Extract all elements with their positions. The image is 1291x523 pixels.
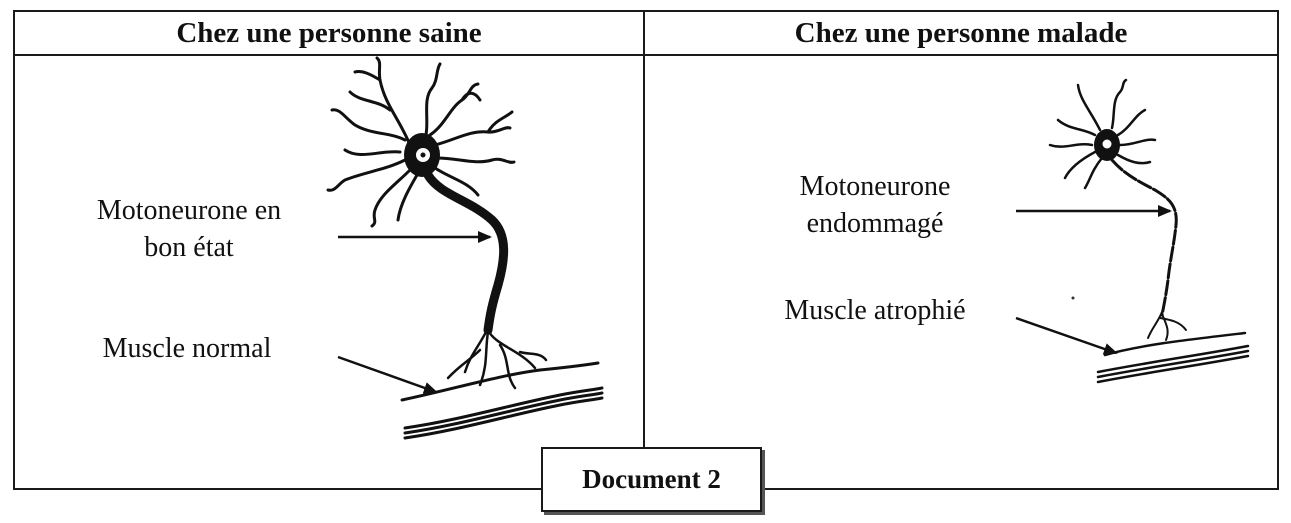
label-damaged-motoneuron-line1: Motoneurone xyxy=(799,171,951,202)
healthy-neuron-terminals xyxy=(446,326,548,390)
label-damaged-motoneuron: Motoneurone endommagé xyxy=(745,168,1005,242)
damaged-neuron-dendrites xyxy=(1048,78,1157,190)
label-normal-muscle: Muscle normal xyxy=(102,333,272,364)
arrow-atrophied-muscle xyxy=(1015,316,1118,355)
speck-dot xyxy=(1071,296,1075,300)
damaged-neuron-drawing xyxy=(1048,78,1250,384)
healthy-neuron-axon xyxy=(423,170,509,335)
label-atrophied-muscle: Muscle atrophié xyxy=(784,295,966,326)
column-divider xyxy=(643,12,645,488)
header-healthy-person: Chez une personne saine xyxy=(176,17,482,49)
label-healthy-motoneuron-line2: bon état xyxy=(144,232,234,263)
label-damaged-motoneuron-line2: endommagé xyxy=(806,208,944,239)
document-caption: Document 2 xyxy=(541,447,762,512)
arrow-normal-muscle xyxy=(337,355,438,394)
label-healthy-motoneuron: Motoneurone en bon état xyxy=(64,192,314,266)
normal-muscle-drawing xyxy=(400,361,604,440)
healthy-neuron-drawing xyxy=(326,56,604,440)
label-healthy-motoneuron-line1: Motoneurone en xyxy=(96,195,282,226)
healthy-neuron-dendrites xyxy=(326,56,516,228)
damaged-neuron-nucleus xyxy=(1102,139,1112,149)
damaged-neuron-terminals xyxy=(1147,311,1187,341)
atrophied-muscle-drawing xyxy=(1096,331,1250,384)
damaged-neuron-axon xyxy=(1110,158,1178,317)
header-sick-person: Chez une personne malade xyxy=(794,17,1128,49)
header-row xyxy=(15,12,1277,56)
